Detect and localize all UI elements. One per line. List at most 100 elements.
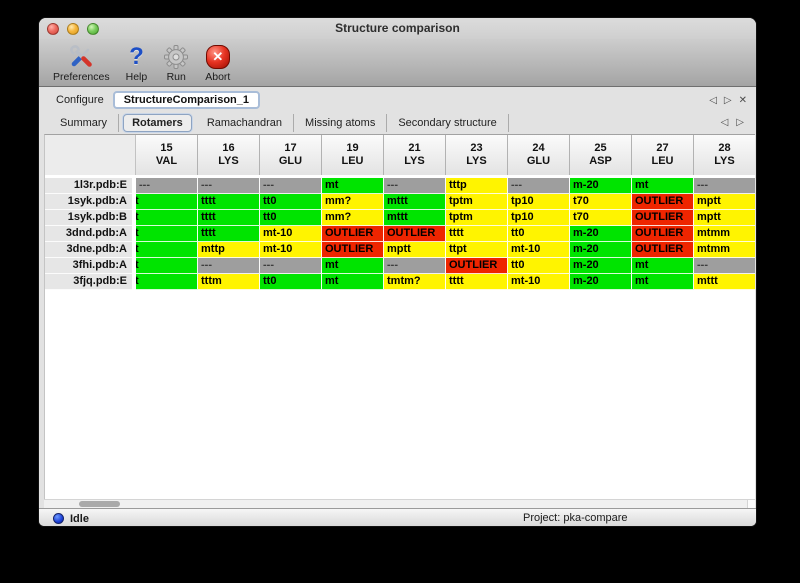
rotamer-cell[interactable]: t70: [570, 194, 632, 210]
rotamer-cell[interactable]: mttt: [384, 210, 446, 226]
rotamer-cell[interactable]: mt-10: [508, 242, 570, 258]
rotamer-cell[interactable]: mptt: [694, 210, 755, 226]
rotamer-cell[interactable]: mt-10: [260, 226, 322, 242]
rotamer-cell[interactable]: OUTLIER: [632, 226, 694, 242]
horizontal-scrollbar-thumb[interactable]: [79, 501, 120, 507]
column-header-15[interactable]: 15 VAL: [136, 135, 198, 175]
row-label[interactable]: 3dne.pdb:A: [45, 242, 132, 258]
rotamer-cell[interactable]: t: [136, 226, 198, 242]
rotamer-cell[interactable]: mm?: [322, 210, 384, 226]
column-header-17[interactable]: 17 GLU: [260, 135, 322, 175]
row-label[interactable]: 1l3r.pdb:E: [45, 178, 132, 194]
rotamer-cell[interactable]: m-20: [570, 178, 632, 194]
zoom-window-button[interactable]: [87, 23, 99, 35]
tabs-scroll-right-button[interactable]: ▷: [736, 117, 744, 128]
rotamer-cell[interactable]: tt0: [260, 210, 322, 226]
rotamer-cell[interactable]: tt0: [260, 274, 322, 290]
rotamer-cell[interactable]: mtmm: [694, 226, 755, 242]
tab-summary[interactable]: Summary: [49, 113, 120, 132]
row-label[interactable]: 3dnd.pdb:A: [45, 226, 132, 242]
column-header-16[interactable]: 16 LYS: [198, 135, 260, 175]
rotamer-cell[interactable]: mt: [632, 178, 694, 194]
run-button[interactable]: Run: [163, 43, 189, 83]
rotamer-cell[interactable]: tttt: [446, 226, 508, 242]
abort-button[interactable]: ✕ Abort: [205, 43, 230, 83]
rotamer-cell[interactable]: ttpt: [446, 242, 508, 258]
rotamer-cell[interactable]: mm?: [322, 194, 384, 210]
tabs-scroll-left-button[interactable]: ◁: [720, 117, 729, 128]
tab-missing-atoms[interactable]: Missing atoms: [294, 113, 388, 132]
rotamer-cell[interactable]: ---: [508, 178, 570, 194]
rotamer-cell[interactable]: m-20: [570, 226, 632, 242]
rotamer-cell[interactable]: t: [136, 274, 198, 290]
rotamer-cell[interactable]: tt0: [508, 226, 570, 242]
rotamer-cell[interactable]: ---: [260, 178, 322, 194]
rotamer-cell[interactable]: t: [136, 258, 198, 274]
rotamer-cell[interactable]: OUTLIER: [322, 226, 384, 242]
rotamer-cell[interactable]: OUTLIER: [632, 210, 694, 226]
rotamer-cell[interactable]: t: [136, 194, 198, 210]
rotamer-cell[interactable]: mt: [632, 274, 694, 290]
rotamer-cell[interactable]: mptt: [384, 242, 446, 258]
rotamer-cell[interactable]: mtmm: [694, 242, 755, 258]
session-prev-button[interactable]: ◁: [709, 94, 717, 106]
row-label[interactable]: 1syk.pdb:B: [45, 210, 132, 226]
rotamer-cell[interactable]: mt: [632, 258, 694, 274]
rotamer-cell[interactable]: ---: [136, 178, 198, 194]
rotamer-cell[interactable]: tp10: [508, 210, 570, 226]
rotamer-cell[interactable]: t: [136, 210, 198, 226]
column-header-19[interactable]: 19 LEU: [322, 135, 384, 175]
configure-session-button[interactable]: StructureComparison_1: [112, 91, 261, 109]
rotamer-cell[interactable]: t70: [570, 210, 632, 226]
rotamer-cell[interactable]: ---: [694, 178, 755, 194]
rotamer-cell[interactable]: ---: [198, 178, 260, 194]
rotamer-cell[interactable]: t: [136, 242, 198, 258]
column-header-28[interactable]: 28 LYS: [694, 135, 755, 175]
rotamer-cell[interactable]: tptm: [446, 210, 508, 226]
session-next-button[interactable]: ▷: [723, 94, 732, 106]
rotamer-cell[interactable]: tptm: [446, 194, 508, 210]
rotamer-cell[interactable]: OUTLIER: [322, 242, 384, 258]
help-button[interactable]: ? Help: [126, 43, 148, 83]
row-label[interactable]: 1syk.pdb:A: [45, 194, 132, 210]
session-close-button[interactable]: ✕: [738, 94, 747, 106]
rotamer-cell[interactable]: mttp: [198, 242, 260, 258]
rotamer-cell[interactable]: m-20: [570, 274, 632, 290]
rotamer-cell[interactable]: OUTLIER: [632, 194, 694, 210]
rotamer-cell[interactable]: tt0: [508, 258, 570, 274]
rotamer-cell[interactable]: ---: [384, 258, 446, 274]
tab-ramachandran[interactable]: Ramachandran: [196, 113, 295, 132]
rotamer-cell[interactable]: tttm: [198, 274, 260, 290]
tab-secondary-structure[interactable]: Secondary structure: [387, 113, 509, 132]
minimize-window-button[interactable]: [67, 23, 79, 35]
column-header-24[interactable]: 24 GLU: [508, 135, 570, 175]
column-header-27[interactable]: 27 LEU: [632, 135, 694, 175]
rotamer-cell[interactable]: tt0: [260, 194, 322, 210]
column-header-25[interactable]: 25 ASP: [570, 135, 632, 175]
tab-rotamers[interactable]: Rotamers: [123, 113, 192, 132]
rotamer-cell[interactable]: mt-10: [508, 274, 570, 290]
rotamer-cell[interactable]: OUTLIER: [446, 258, 508, 274]
rotamer-cell[interactable]: tp10: [508, 194, 570, 210]
rotamer-cell[interactable]: tttp: [446, 178, 508, 194]
column-header-21[interactable]: 21 LYS: [384, 135, 446, 175]
rotamer-cell[interactable]: OUTLIER: [384, 226, 446, 242]
rotamer-cell[interactable]: tttt: [198, 210, 260, 226]
rotamer-cell[interactable]: ---: [694, 258, 755, 274]
rotamer-cell[interactable]: mttt: [384, 194, 446, 210]
horizontal-scrollbar[interactable]: [44, 499, 755, 509]
rotamer-cell[interactable]: mt: [322, 274, 384, 290]
rotamer-cell[interactable]: mttt: [694, 274, 755, 290]
rotamer-cell[interactable]: mptt: [694, 194, 755, 210]
rotamer-cell[interactable]: ---: [198, 258, 260, 274]
rotamer-cell[interactable]: ---: [260, 258, 322, 274]
column-header-23[interactable]: 23 LYS: [446, 135, 508, 175]
rotamer-cell[interactable]: OUTLIER: [632, 242, 694, 258]
rotamer-cell[interactable]: mt-10: [260, 242, 322, 258]
rotamer-cell[interactable]: mt: [322, 178, 384, 194]
row-label[interactable]: 3fjq.pdb:E: [45, 274, 132, 290]
rotamer-cell[interactable]: tmtm?: [384, 274, 446, 290]
titlebar[interactable]: Structure comparison: [39, 18, 756, 39]
rotamer-cell[interactable]: mt: [322, 258, 384, 274]
rotamer-cell[interactable]: tttt: [198, 226, 260, 242]
